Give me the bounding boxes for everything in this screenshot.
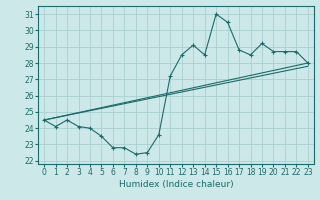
X-axis label: Humidex (Indice chaleur): Humidex (Indice chaleur): [119, 180, 233, 189]
